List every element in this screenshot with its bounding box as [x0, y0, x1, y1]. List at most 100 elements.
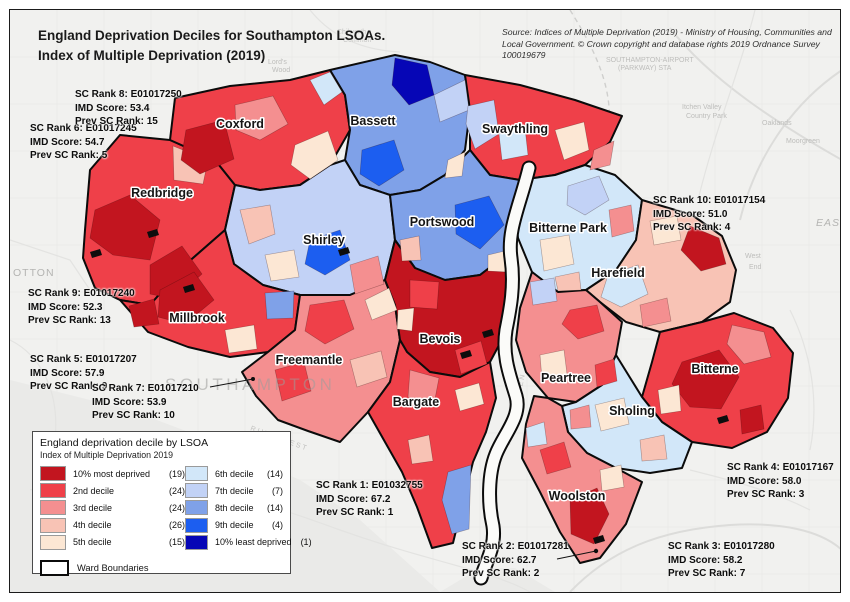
annotation-prev-line: Prev SC Rank: 15 [75, 116, 158, 127]
legend-item-decile-1: 10% most deprived (19) [40, 465, 185, 482]
legend-swatch-decile-9 [185, 517, 208, 533]
lsoa-patch [304, 299, 355, 345]
ward-label-bargate: Bargate [393, 395, 440, 409]
legend-item-label: 2nd decile [73, 485, 115, 496]
lsoa-patch [554, 271, 582, 292]
lsoa-patch [594, 358, 618, 388]
basemap-label-moorgreen: Moorgreen [786, 138, 820, 145]
ward-label-woolston: Woolston [549, 489, 606, 503]
lsoa-patch [364, 287, 398, 321]
legend-item-decile-3: 3rd decile (24) [40, 499, 185, 516]
annotation-prev-line: Prev SC Rank: 10 [92, 410, 175, 421]
map-marker-icon [183, 284, 195, 293]
map-marker-icon [593, 548, 599, 554]
map-markers [90, 229, 729, 554]
legend-swatch-decile-4 [40, 517, 66, 533]
annotation-rank-line: SC Rank 2: E01017281 [462, 541, 569, 552]
annotation-prev-line: Prev SC Rank: 9 [30, 381, 108, 392]
lsoa-patch [441, 464, 472, 535]
legend-swatch-decile-5 [40, 534, 66, 550]
ward-label-redbridge: Redbridge [131, 186, 193, 200]
annotation-rank-line: SC Rank 6: E01017245 [30, 123, 137, 134]
ward-label-bassett: Bassett [350, 114, 396, 128]
annotation-prev-line: Prev SC Rank: 7 [668, 568, 746, 579]
lsoa-patch [454, 195, 505, 250]
basemap-label-airport2: (PARKWAY) STA [618, 65, 672, 72]
legend-item-label: 7th decile [215, 485, 254, 496]
lsoa-patch [239, 204, 276, 245]
ward-label-bitterne-park: Bitterne Park [529, 221, 607, 235]
legend-item-count: (19) [168, 468, 185, 479]
legend-item-count: (24) [168, 502, 185, 513]
ward-label-coxford: Coxford [216, 117, 264, 131]
lsoa-patch [600, 264, 649, 308]
lsoa-patch [539, 349, 568, 380]
weston-shore-water [440, 568, 555, 592]
map-marker-icon [593, 535, 605, 544]
lsoa-patch [454, 340, 488, 375]
legend-swatch-decile-2 [40, 483, 66, 499]
annotation-sc-rank-1: SC Rank 1: E01032755 IMD Score: 67.2 Pre… [316, 479, 423, 520]
map-marker-icon [717, 415, 729, 424]
lsoa-patch [739, 404, 765, 435]
ward-label-sholing: Sholing [609, 404, 655, 418]
annotation-imd-line: IMD Score: 58.0 [727, 475, 802, 487]
legend-swatch-decile-6 [185, 466, 208, 482]
leader-lines [209, 378, 597, 560]
title-line-2: Index of Multiple Deprivation (2019) [38, 48, 266, 63]
legend-item-decile-6: 6th decile (14) [185, 465, 283, 482]
basemap-label-itchen-valley1: Itchen Valley [682, 104, 722, 111]
lsoa-patch [525, 421, 548, 448]
lsoa-patches [89, 57, 772, 545]
annotation-rank-line: SC Rank 5: E01017207 [30, 354, 137, 365]
lsoa-patch [639, 297, 672, 328]
legend-item-count: (15) [168, 537, 185, 548]
legend-swatch-decile-10 [185, 534, 208, 550]
lsoa-patch [304, 229, 351, 276]
legend-columns: 10% most deprived (19) 2nd decile (24) 3… [40, 465, 312, 551]
legend-item-count: (26) [168, 520, 185, 531]
lsoa-patch [465, 99, 500, 150]
annotation-prev-line: Prev SC Rank: 3 [727, 489, 805, 500]
basemap-label-itchen-valley2: Country Park [686, 113, 727, 120]
map-marker-icon [482, 329, 494, 338]
annotation-prev-line: Prev SC Rank: 4 [653, 222, 731, 233]
legend-item-decile-4: 4th decile (26) [40, 517, 185, 534]
annotation-sc-rank-7: SC Rank 7: E01017210 IMD Score: 53.9 Pre… [92, 382, 199, 423]
lsoa-patch [554, 121, 590, 161]
lsoa-patch [608, 204, 635, 238]
lsoa-patch [539, 441, 572, 475]
lsoa-patch [128, 298, 160, 328]
annotation-rank-line: SC Rank 3: E01017280 [668, 541, 775, 552]
legend-item-count: (14) [266, 468, 283, 479]
legend-item-decile-10: 10% least deprived (1) [185, 534, 312, 551]
lsoa-patch [309, 71, 343, 106]
annotation-rank-line: SC Rank 8: E01017250 [75, 89, 182, 100]
legend-item-label: 10% least deprived [215, 537, 292, 548]
lsoa-patch [349, 350, 388, 388]
lsoa-patch [671, 349, 740, 410]
lsoa-patch [529, 277, 558, 306]
annotation-sc-rank-10: SC Rank 10: E01017154 IMD Score: 51.0 Pr… [653, 194, 765, 235]
lsoa-patch [657, 384, 682, 415]
river-itchen-shape [473, 160, 537, 586]
legend-title: England deprivation decile by LSOA [40, 437, 209, 449]
ward-label-harefield: Harefield [591, 266, 645, 280]
annotation-rank-line: SC Rank 10: E01017154 [653, 195, 766, 206]
legend-item-label: 3rd decile [73, 502, 113, 513]
legend-column-blue: 6th decile (14) 7th decile (7) 8th decil… [185, 465, 312, 551]
lsoa-patch [569, 487, 610, 545]
lsoa-patch [599, 464, 625, 492]
legend-swatch-decile-3 [40, 500, 66, 516]
ward-label-peartree: Peartree [541, 371, 591, 385]
legend-swatch-ward-boundaries [40, 559, 69, 576]
annotation-imd-line: IMD Score: 53.9 [92, 396, 167, 408]
annotation-prev-line: Prev SC Rank: 2 [462, 568, 540, 579]
legend-item-count: (7) [272, 485, 283, 496]
lsoa-patch [274, 361, 312, 402]
annotation-imd-line: IMD Score: 67.2 [316, 493, 391, 505]
basemap-label-west: West [745, 253, 761, 260]
ward-label-bitterne: Bitterne [691, 362, 738, 376]
lsoa-patch [396, 307, 415, 332]
